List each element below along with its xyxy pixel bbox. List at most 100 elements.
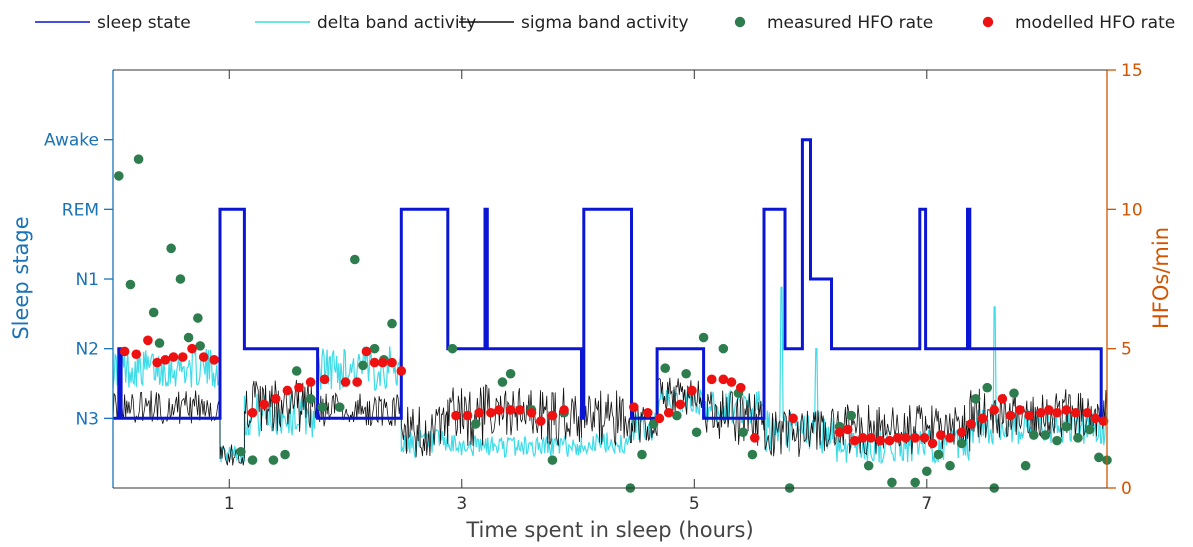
measured-hfo-point [154,338,165,348]
modelled-hfo-point [687,385,697,396]
measured-hfo-point [681,368,691,379]
modelled-hfo-point [927,438,938,449]
modelled-hfo-point [319,374,330,385]
measured-hfo-point [933,449,944,460]
modelled-hfo-point [1098,416,1109,426]
measured-hfo-point [922,466,932,477]
modelled-hfo-point [997,394,1008,404]
modelled-hfo-point [956,427,967,438]
y-left-tick-label: N3 [75,409,99,429]
modelled-hfo-point [866,433,876,443]
modelled-hfo-point [884,435,895,446]
modelled-hfo-point [1082,407,1093,418]
measured-hfo-point [1084,424,1095,435]
measured-hfo-point [738,427,748,438]
measured-hfo-point [505,368,516,379]
modelled-hfo-point [919,433,930,443]
modelled-hfo-point [143,335,153,346]
modelled-hfo-point [834,427,845,438]
modelled-hfo-point [515,405,525,415]
x-tick-label: 5 [689,494,700,514]
y-left-tick-label: Awake [44,131,99,151]
y-right-tick-label: 5 [1121,340,1132,360]
modelled-hfo-point [119,346,130,357]
modelled-hfo-point [486,407,496,418]
measured-hfo-point [718,343,729,354]
modelled-hfo-point [536,416,546,426]
modelled-hfo-point [168,352,179,362]
modelled-hfo-point [945,433,955,443]
measured-hfo-point [268,455,279,465]
modelled-hfo-point [629,402,639,412]
modelled-hfo-point [654,413,665,424]
modelled-hfo-point [152,357,162,368]
modelled-hfo-point [526,407,537,418]
modelled-hfo-point [198,352,209,362]
measured-hfo-point [133,154,144,164]
modelled-hfo-point [718,374,729,385]
legend-label: modelled HFO rate [1015,13,1175,33]
measured-hfo-point [547,455,558,465]
measured-hfo-point [193,313,203,323]
measured-hfo-point [387,318,397,329]
x-tick-label: 7 [921,494,932,514]
measured-hfo-point [166,243,176,254]
measured-hfo-point [956,438,967,449]
modelled-hfo-point [340,377,351,387]
measured-hfo-point [175,274,186,284]
measured-hfo-point [1009,388,1019,399]
modelled-hfo-point [788,413,798,424]
measured-hfo-point [910,477,920,488]
measured-hfo-point [846,410,857,421]
legend-label: sleep state [97,13,191,33]
modelled-hfo-point [247,407,258,418]
modelled-hfo-point [1024,410,1034,421]
measured-hfo-point [497,377,508,387]
measured-hfo-point [698,332,709,343]
measured-hfo-point [369,343,380,354]
legend-marker-swatch [982,16,994,28]
legend-label: delta band activity [317,13,476,33]
modelled-hfo-point [294,382,304,393]
measured-hfo-point [183,332,194,343]
modelled-hfo-point [361,346,372,357]
measured-hfo-point [747,449,758,460]
measured-hfo-point [291,366,302,376]
modelled-hfo-point [282,385,293,396]
measured-hfo-point [691,427,702,438]
modelled-hfo-point [474,407,485,418]
measured-hfo-point [447,343,458,354]
modelled-hfo-point [1005,410,1016,421]
modelled-hfo-point [901,433,911,443]
y-left-tick-label: REM [62,200,99,220]
measured-hfo-point [280,449,290,460]
x-axis-label: Time spent in sleep (hours) [465,518,753,542]
modelled-hfo-point [305,377,316,387]
modelled-hfo-point [706,374,717,385]
measured-hfo-point [1073,433,1083,443]
measured-hfo-point [672,410,682,421]
measured-hfo-point [114,171,124,181]
measured-hfo-point [1040,430,1051,440]
measured-hfo-point [863,460,874,471]
modelled-hfo-point [875,435,886,446]
modelled-hfo-point [387,357,397,368]
y-right-tick-label: 15 [1121,61,1143,81]
measured-hfo-point [470,419,481,429]
modelled-hfo-point [1052,407,1062,418]
modelled-hfo-point [858,433,868,443]
measured-hfo-point [637,449,647,460]
sleep-state-line [113,138,1107,420]
y-left-tick-label: N1 [75,270,99,290]
y-axis-label-left: Sleep stage [9,216,33,339]
y-left-tick-label: N2 [75,340,99,360]
modelled-hfo-point [462,410,473,421]
y-right-tick-label: 0 [1121,479,1132,499]
modelled-hfo-point [259,399,269,410]
modelled-hfo-point [377,357,388,368]
modelled-hfo-point [1015,405,1025,415]
modelled-hfo-point [989,405,1000,415]
modelled-hfo-point [849,435,860,446]
modelled-hfo-point [187,343,197,354]
